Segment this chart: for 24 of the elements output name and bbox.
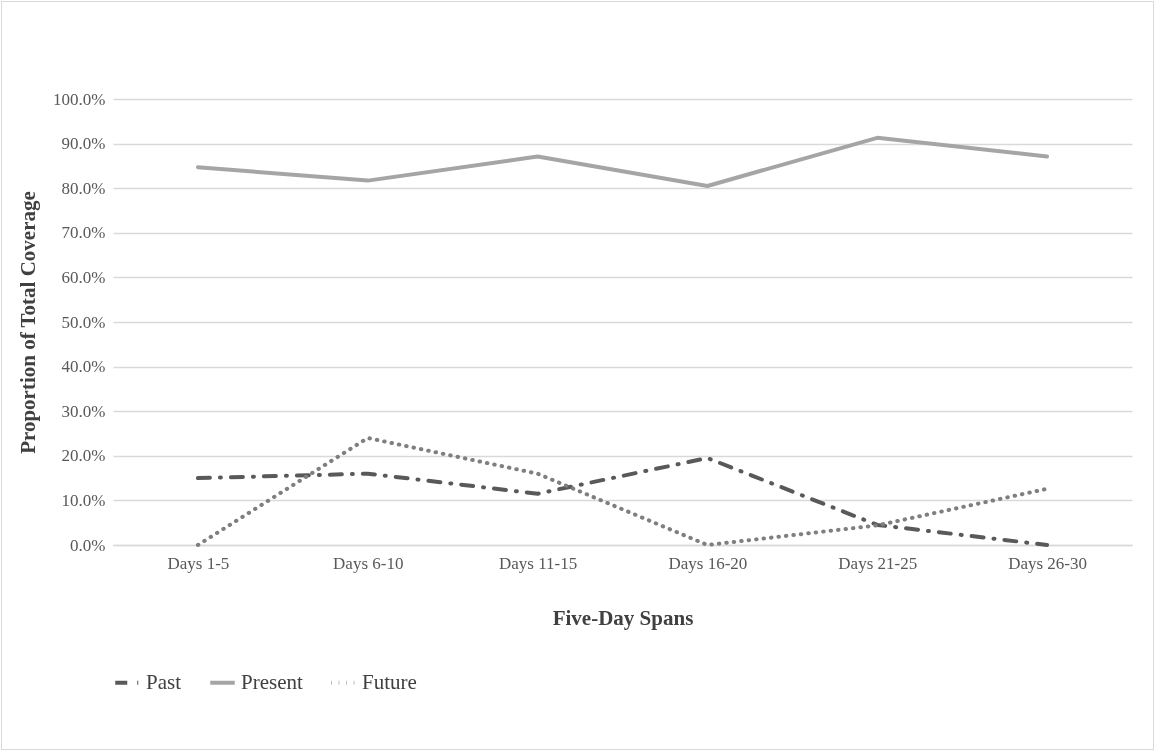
y-tick-label: 80.0% [61, 178, 106, 198]
line-series [195, 135, 1050, 188]
legend-label: Present [241, 669, 303, 694]
line-series [195, 456, 1050, 547]
x-tick-label: Days 16-20 [668, 553, 748, 573]
y-axis-title: Proportion of Total Coverage [16, 191, 41, 454]
y-tick-label: 10.0% [61, 490, 106, 510]
y-tick-label: 90.0% [61, 134, 106, 154]
y-tick-label: 30.0% [61, 401, 106, 421]
y-tick-label: 70.0% [61, 223, 106, 243]
x-tick-label: Days 1-5 [167, 553, 230, 573]
y-tick-label: 0.0% [70, 535, 106, 555]
y-tick-label: 100.0% [53, 89, 106, 109]
legend-label: Past [146, 669, 182, 694]
x-tick-label: Days 6-10 [333, 553, 404, 573]
x-tick-label: Days 11-15 [498, 553, 578, 573]
y-tick-label: 20.0% [61, 446, 106, 466]
legend-label: Future [362, 669, 417, 694]
x-tick-label: Days 26-30 [1008, 553, 1088, 573]
y-tick-label: 50.0% [61, 312, 106, 332]
x-axis-title: Five-Day Spans [552, 605, 694, 630]
y-tick-label: 40.0% [61, 357, 106, 377]
y-tick-label: 60.0% [61, 267, 106, 287]
x-tick-label: Days 21-25 [838, 553, 918, 573]
